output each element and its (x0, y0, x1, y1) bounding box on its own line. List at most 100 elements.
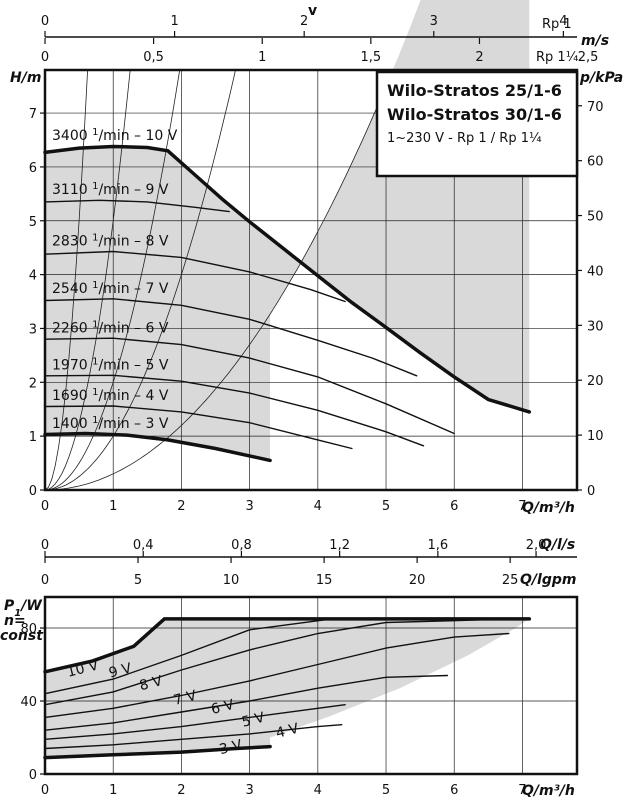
gpm-tick: 0 (41, 573, 49, 588)
gpm-tick: 15 (316, 573, 333, 588)
ls-tick: 1,2 (329, 538, 350, 553)
title-line-2: Wilo-Stratos 30/1-6 (387, 105, 562, 124)
gpm-tick: 25 (502, 573, 519, 588)
pressure-y-tick: 50 (587, 210, 604, 225)
title-box: Wilo-Stratos 25/1-6 Wilo-Stratos 30/1-6 … (375, 70, 579, 178)
rp114-tick: 1,5 (361, 50, 382, 65)
ls-axis-title: Q/l/s (540, 537, 575, 553)
power-x-tick: 7 (518, 783, 526, 798)
rp1-tick: 4 (559, 14, 567, 29)
title-line-1: Wilo-Stratos 25/1-6 (387, 81, 562, 100)
system-curve (44, 69, 236, 491)
power-curve-label: 3 V (218, 737, 245, 758)
pressure-y-tick: 70 (587, 100, 604, 115)
power-curve-label: 6 V (210, 697, 237, 718)
head-x-tick: 5 (382, 499, 390, 514)
ls-tick: 0,4 (133, 538, 154, 553)
head-curve (44, 199, 230, 213)
gpm-tick: 5 (134, 573, 142, 588)
pressure-y-tick: 0 (587, 484, 595, 499)
head-curve-label: 2540 1/min – 7 V (52, 280, 169, 298)
power-curve (44, 724, 343, 750)
pressure-y-tick: 60 (587, 155, 604, 170)
head-x-tick: 2 (177, 499, 185, 514)
head-x-tick: 1 (109, 499, 117, 514)
rp1-tick: 1 (170, 14, 178, 29)
head-curve-label: 2830 1/min – 8 V (52, 232, 169, 250)
head-curve-label: 3110 1/min – 9 V (52, 181, 169, 199)
power-curve (44, 632, 510, 719)
head-curve-label: 2260 1/min – 6 V (52, 319, 169, 337)
head-x-tick: 4 (314, 499, 322, 514)
head-curve-label: 1400 1/min – 3 V (52, 415, 169, 433)
gpm-tick: 10 (223, 573, 240, 588)
pressure-y-tick: 40 (587, 264, 604, 279)
power-curve (43, 617, 532, 674)
power-curve-label: 10 V (65, 657, 100, 680)
power-curve-label: 7 V (172, 688, 199, 709)
title-line-3: 1~230 V - Rp 1 / Rp 1¼ (387, 131, 542, 146)
system-curve (45, 69, 394, 491)
power-axis-title: P1/W (4, 598, 42, 619)
head-flow-axis-title: Q/m³/h (522, 500, 575, 516)
power-x-tick: 6 (450, 783, 458, 798)
rp114-tick: 0,5 (143, 50, 164, 65)
power-x-tick: 0 (41, 783, 49, 798)
head-curve-label: 1690 1/min – 4 V (52, 387, 169, 405)
power-curve-label: 4 V (274, 721, 301, 742)
rp1-tick: 0 (41, 14, 49, 29)
head-curve (44, 298, 418, 377)
axes (40, 31, 589, 776)
rp1-tick: 2 (300, 14, 308, 29)
head-y-tick: 3 (29, 322, 37, 337)
head-curve-label: 3400 1/min – 10 V (52, 126, 178, 144)
rp1-tick: 3 (430, 14, 438, 29)
head-curve (43, 144, 532, 414)
system-curve (44, 69, 131, 491)
labels: 3400 1/min – 10 V 3110 1/min – 9 V 2830 1/… (20, 14, 603, 798)
head-curve (44, 405, 353, 450)
head-y-tick: 6 (29, 161, 37, 176)
power-chart-frame (43, 595, 579, 776)
power-curve (44, 618, 510, 706)
power-axis-title-line2: n= (4, 613, 26, 629)
head-y-tick: 7 (29, 107, 37, 122)
power-curve (44, 674, 449, 731)
pressure-y-tick: 20 (587, 374, 604, 389)
rp114-tick: 1 (258, 50, 266, 65)
head-chart-frame (43, 68, 579, 492)
power-curve (44, 704, 346, 740)
head-axis-title: H/m (10, 70, 41, 86)
power-x-tick: 4 (314, 783, 322, 798)
power-x-tick: 1 (109, 783, 117, 798)
pump-curves (43, 144, 532, 760)
power-operating-area (45, 618, 530, 758)
pressure-axis-title: p/kPa (579, 70, 623, 86)
power-x-tick: 5 (382, 783, 390, 798)
power-curve-label: 9 V (107, 660, 134, 681)
ls-tick: 0 (41, 538, 49, 553)
rp114-tick: 2,5 (578, 50, 599, 65)
power-y-tick: 80 (20, 622, 37, 637)
head-curve (44, 250, 346, 303)
gpm-axis-title: Q/lgpm (520, 572, 576, 588)
ls-tick: 0,8 (231, 538, 252, 553)
pressure-y-tick: 30 (587, 319, 604, 334)
gpm-tick: 20 (409, 573, 426, 588)
head-y-tick: 2 (29, 376, 37, 391)
grid (45, 70, 577, 774)
head-curve (44, 337, 455, 435)
head-y-tick: 5 (29, 215, 37, 230)
power-flow-axis-title: Q/m³/h (522, 783, 575, 799)
rp1-label: Rp 1 (542, 17, 572, 32)
head-curve-label: 1970 1/min – 5 V (52, 356, 169, 374)
head-y-tick: 1 (29, 430, 37, 445)
power-curve (43, 744, 272, 760)
power-y-tick: 0 (29, 768, 37, 783)
head-x-tick: 7 (518, 499, 526, 514)
pressure-y-tick: 10 (587, 429, 604, 444)
head-x-tick: 0 (41, 499, 49, 514)
head-curve (44, 374, 425, 447)
power-curve-label: 8 V (138, 673, 165, 694)
